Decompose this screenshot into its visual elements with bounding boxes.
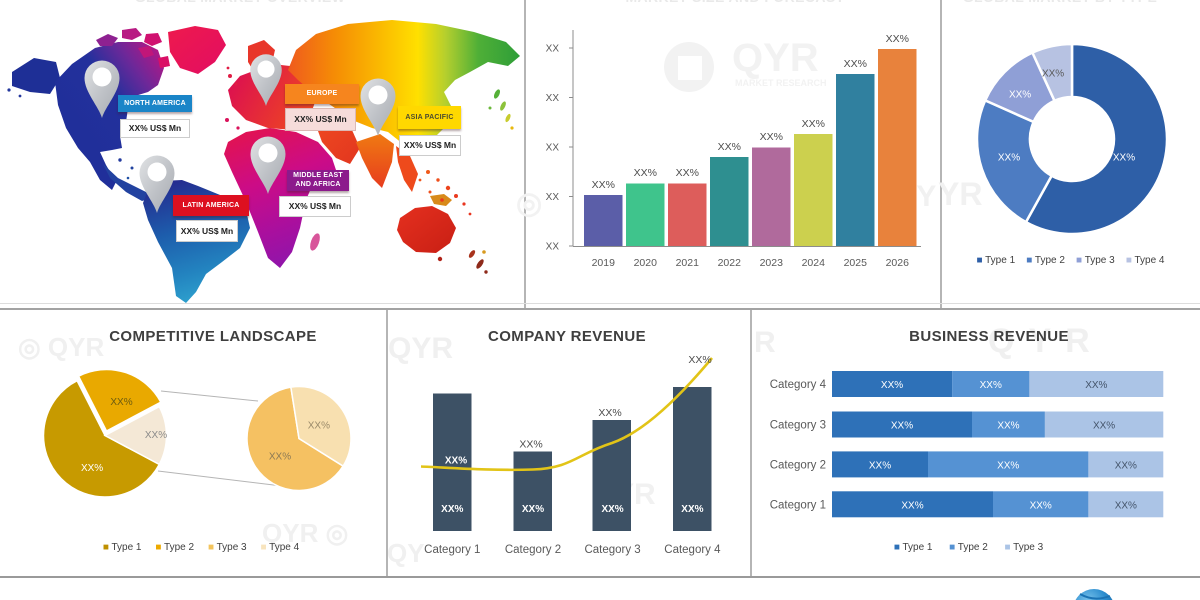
svg-text:XX%: XX% xyxy=(802,118,825,130)
svg-text:XX%: XX% xyxy=(997,460,1019,471)
svg-text:XX: XX xyxy=(546,242,560,253)
svg-text:2020: 2020 xyxy=(634,257,658,269)
svg-text:Category 4: Category 4 xyxy=(770,379,827,391)
svg-text:Category 1: Category 1 xyxy=(424,544,480,556)
svg-text:XX%: XX% xyxy=(445,456,467,467)
svg-text:2021: 2021 xyxy=(676,257,700,269)
svg-text:Category 1: Category 1 xyxy=(770,499,826,511)
svg-text:XX%: XX% xyxy=(519,439,542,451)
svg-text:XX%: XX% xyxy=(1030,500,1052,511)
svg-text:XX%: XX% xyxy=(441,504,463,515)
svg-text:XX%: XX% xyxy=(681,504,703,515)
svg-text:Category 3: Category 3 xyxy=(770,420,826,432)
svg-text:XX%: XX% xyxy=(901,500,923,511)
svg-text:XX%: XX% xyxy=(1115,500,1137,511)
svg-text:XX%: XX% xyxy=(522,504,544,515)
svg-text:XX%: XX% xyxy=(760,131,783,143)
svg-text:2026: 2026 xyxy=(886,257,910,269)
svg-text:XX%: XX% xyxy=(718,141,741,153)
svg-text:2023: 2023 xyxy=(760,257,784,269)
svg-text:XX%: XX% xyxy=(1042,69,1064,80)
svg-text:XX%: XX% xyxy=(1113,152,1135,163)
svg-text:XX: XX xyxy=(546,93,560,104)
svg-text:XX%: XX% xyxy=(110,397,132,408)
svg-text:XX%: XX% xyxy=(145,430,167,441)
svg-text:XX%: XX% xyxy=(998,153,1020,164)
svg-text:XX: XX xyxy=(546,44,560,55)
svg-text:XX: XX xyxy=(546,143,560,154)
svg-text:XX%: XX% xyxy=(1093,421,1115,432)
svg-text:2024: 2024 xyxy=(802,257,826,269)
svg-text:XX%: XX% xyxy=(881,380,903,391)
svg-text:XX%: XX% xyxy=(676,167,699,179)
svg-text:Category 2: Category 2 xyxy=(770,459,826,471)
svg-text:XX: XX xyxy=(546,192,560,203)
svg-text:2019: 2019 xyxy=(592,257,616,269)
svg-text:XX%: XX% xyxy=(997,421,1019,432)
svg-text:XX%: XX% xyxy=(891,421,913,432)
svg-text:2025: 2025 xyxy=(844,257,868,269)
svg-text:XX%: XX% xyxy=(308,421,330,432)
svg-text:XX%: XX% xyxy=(1115,460,1137,471)
svg-text:XX%: XX% xyxy=(601,504,623,515)
svg-text:XX%: XX% xyxy=(1009,89,1031,100)
svg-text:XX%: XX% xyxy=(269,452,291,463)
svg-text:XX%: XX% xyxy=(886,33,909,45)
svg-text:Category 4: Category 4 xyxy=(664,544,721,556)
svg-text:XX%: XX% xyxy=(1085,380,1107,391)
svg-text:Category 2: Category 2 xyxy=(505,544,561,556)
svg-text:2022: 2022 xyxy=(718,257,742,269)
svg-text:XX%: XX% xyxy=(688,354,711,366)
svg-text:XX%: XX% xyxy=(980,380,1002,391)
svg-text:XX%: XX% xyxy=(592,179,615,191)
svg-text:XX%: XX% xyxy=(844,58,867,70)
svg-text:XX%: XX% xyxy=(598,407,621,419)
svg-text:Category 3: Category 3 xyxy=(584,544,640,556)
svg-text:XX%: XX% xyxy=(869,460,891,471)
svg-text:XX%: XX% xyxy=(81,463,103,474)
svg-text:XX%: XX% xyxy=(634,167,657,179)
